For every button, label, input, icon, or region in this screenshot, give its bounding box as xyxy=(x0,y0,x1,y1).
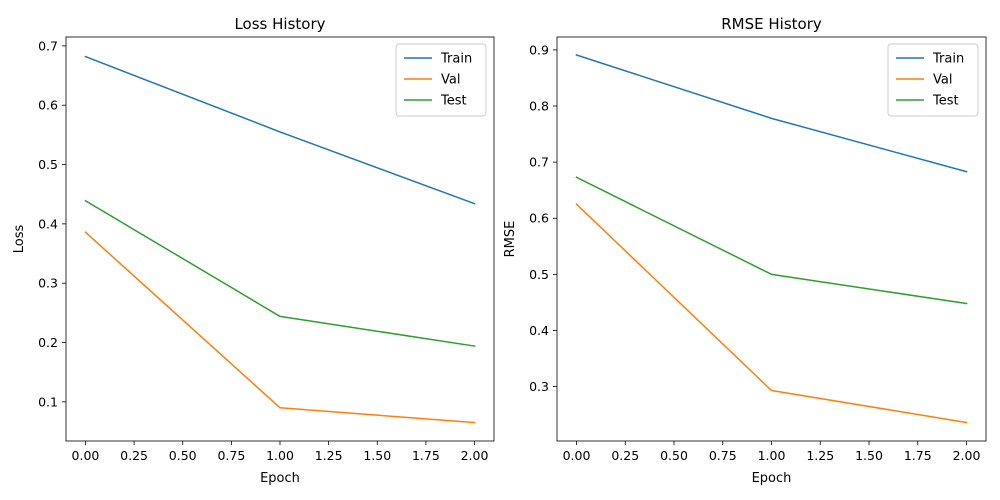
x-tick-label: 2.00 xyxy=(461,448,489,463)
y-tick-label: 0.1 xyxy=(38,394,58,409)
x-tick-label: 2.00 xyxy=(953,448,981,463)
chart-title: RMSE History xyxy=(721,15,822,33)
x-tick-label: 1.25 xyxy=(806,448,834,463)
series-line-train xyxy=(84,55,476,205)
x-tick-label: 1.00 xyxy=(266,448,294,463)
x-tick-label: 0.00 xyxy=(72,448,100,463)
x-tick-label: 0.50 xyxy=(169,448,197,463)
chart-panel-0: Loss History 0.00 0.25 0.50 0.75 1.00 1.25 1.50… xyxy=(12,15,495,486)
legend-label-val: Val xyxy=(933,73,952,88)
legend: Train Val Test xyxy=(887,43,979,117)
x-tick-label: 1.50 xyxy=(363,448,391,463)
x-tick-label: 0.50 xyxy=(660,448,688,463)
x-tick-label: 1.00 xyxy=(758,448,786,463)
y-tick-label: 0.4 xyxy=(38,216,58,231)
y-tick-label: 0.3 xyxy=(38,276,58,291)
y-tick-label: 0.9 xyxy=(529,42,549,57)
y-tick-label: 0.7 xyxy=(38,38,58,53)
x-tick-label: 1.25 xyxy=(315,448,343,463)
legend-label-train: Train xyxy=(932,52,964,67)
y-tick-label: 0.4 xyxy=(529,323,549,338)
x-tick-label: 0.75 xyxy=(709,448,737,463)
series-line-val xyxy=(84,231,476,424)
legend-box xyxy=(395,43,487,117)
legend: Train Val Test xyxy=(395,43,487,117)
x-axis-label: Epoch xyxy=(260,471,300,486)
x-tick-label: 0.25 xyxy=(120,448,148,463)
legend-label-train: Train xyxy=(440,52,472,67)
series-line-test xyxy=(575,176,968,305)
y-tick-label: 0.5 xyxy=(529,267,549,282)
y-axis-label: Loss xyxy=(12,225,27,254)
series-line-test xyxy=(84,199,476,347)
series-line-train xyxy=(575,54,968,173)
series-line-val xyxy=(575,203,968,424)
y-axis-label: RMSE xyxy=(503,221,518,258)
y-tick-label: 0.6 xyxy=(38,98,58,113)
x-tick-label: 1.75 xyxy=(904,448,932,463)
y-tick-label: 0.6 xyxy=(529,211,549,226)
y-tick-label: 0.5 xyxy=(38,157,58,172)
y-tick-label: 0.3 xyxy=(529,379,549,394)
legend-box xyxy=(887,43,979,117)
y-tick-label: 0.7 xyxy=(529,155,549,170)
x-tick-label: 1.75 xyxy=(412,448,440,463)
x-axis-label: Epoch xyxy=(752,471,792,486)
x-tick-label: 0.25 xyxy=(611,448,639,463)
y-tick-label: 0.8 xyxy=(529,99,549,114)
legend-label-val: Val xyxy=(441,73,460,88)
x-tick-label: 0.00 xyxy=(563,448,591,463)
chart-panel-1: RMSE History 0.00 0.25 0.50 0.75 1.00 1.25 1.50… xyxy=(503,15,987,486)
x-tick-label: 0.75 xyxy=(217,448,245,463)
y-tick-label: 0.2 xyxy=(38,335,58,350)
chart-title: Loss History xyxy=(234,15,325,33)
legend-label-test: Test xyxy=(440,94,467,109)
legend-label-test: Test xyxy=(932,94,959,109)
x-tick-label: 1.50 xyxy=(855,448,883,463)
